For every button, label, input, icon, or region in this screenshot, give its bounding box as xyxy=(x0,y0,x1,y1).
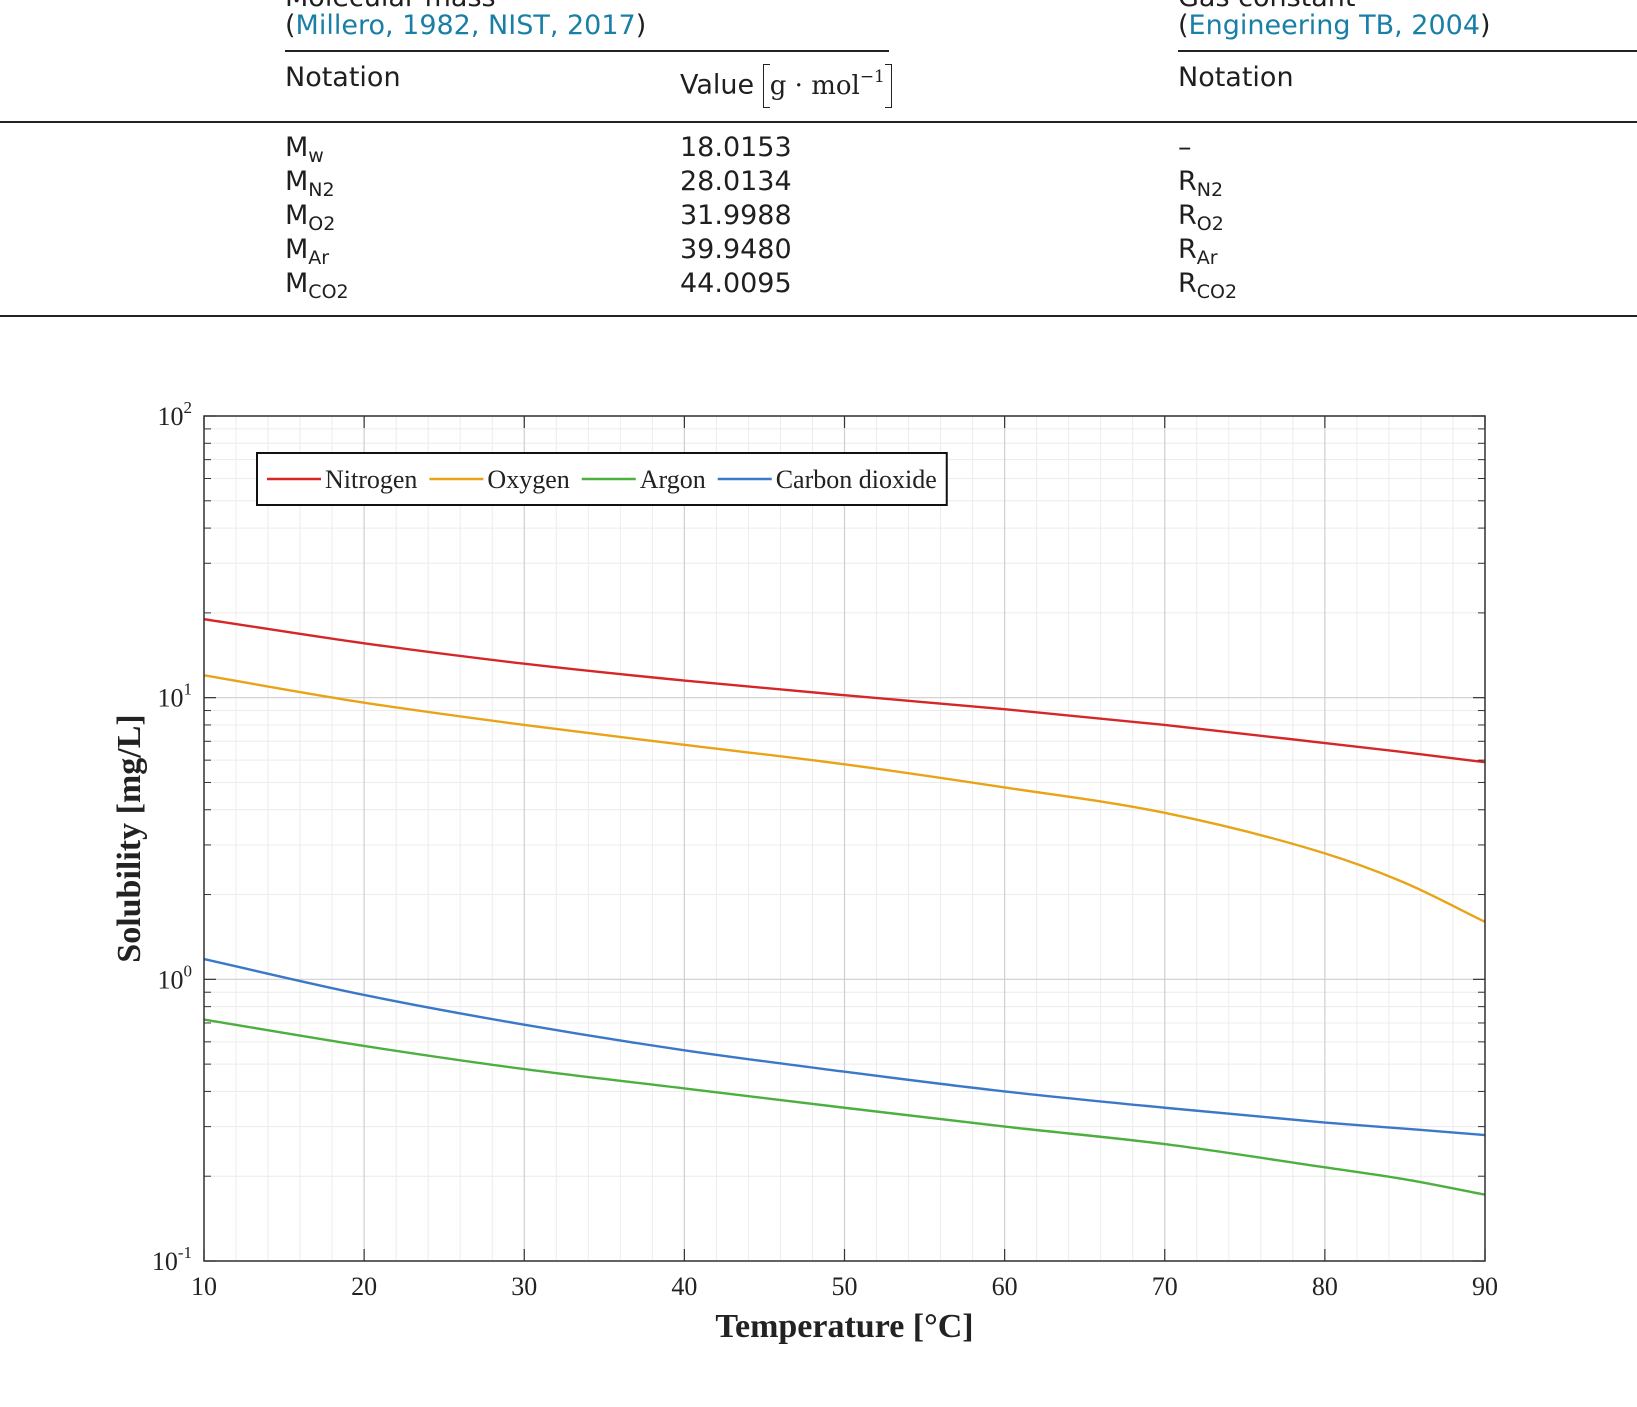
molecular-mass-value: 31.9988 xyxy=(680,200,792,231)
citation-link[interactable]: Engineering TB, 2004 xyxy=(1188,10,1481,41)
carbon-dioxide-line xyxy=(203,957,1486,1137)
x-tick-labels: 10 20 30 40 50 60 70 80 90 xyxy=(191,1272,1498,1301)
header-rule xyxy=(0,121,1637,123)
citation-link[interactable]: Millero, 1982, NIST, 2017 xyxy=(295,10,636,41)
gas-constant-notation: RO2 xyxy=(1178,200,1224,235)
gas-constant-notation: – xyxy=(1178,132,1192,163)
gas-constant-notation: RCO2 xyxy=(1178,268,1238,303)
molecular-mass-notation: MCO2 xyxy=(285,268,349,303)
gas-constant-notation: RAr xyxy=(1178,234,1218,269)
legend-label-carbon-dioxide: Carbon dioxide xyxy=(776,465,937,494)
legend-label-argon: Argon xyxy=(640,465,706,494)
molecular-mass-value: 44.0095 xyxy=(680,268,792,299)
x-axis-label: Temperature [°C] xyxy=(715,1308,973,1345)
molecular-mass-citation: (Millero, 1982, NIST, 2017) xyxy=(285,10,647,41)
molecular-mass-notation: MN2 xyxy=(285,166,335,201)
y-tick-label: 102 xyxy=(158,398,193,431)
x-tick-label: 70 xyxy=(1152,1272,1178,1301)
gas-constant-notation: RN2 xyxy=(1178,166,1224,201)
value-unit: g · mol−1 xyxy=(762,64,892,108)
y-axis-label: Solubility [mg/L] xyxy=(111,714,148,962)
legend-label-oxygen: Oxygen xyxy=(487,465,569,494)
solubility-chart: 10 20 30 40 50 60 70 80 90 10-1 100 101 102 Tempera… xyxy=(111,398,1498,1345)
header-notation-right: Notation xyxy=(1178,62,1294,93)
x-tick-label: 50 xyxy=(832,1272,858,1301)
molecular-mass-value: 39.9480 xyxy=(680,234,792,265)
x-tick-label: 30 xyxy=(511,1272,537,1301)
table-bottom-rule xyxy=(0,315,1637,317)
gas-constant-heading: Gas constant xyxy=(1178,0,1356,13)
header-value: Value g · mol−1 xyxy=(680,64,892,108)
group-rule-left xyxy=(285,50,889,52)
chart-legend: Nitrogen Oxygen Argon Carbon dioxide xyxy=(256,452,948,506)
molecular-mass-notation: Mw xyxy=(285,132,324,167)
oxygen-line xyxy=(203,674,1486,923)
series-lines xyxy=(203,617,1486,1196)
x-tick-label: 60 xyxy=(992,1272,1018,1301)
nitrogen-line xyxy=(203,617,1486,764)
group-rule-right xyxy=(1178,50,1637,52)
y-tick-label: 101 xyxy=(158,680,193,713)
gas-constant-citation: (Engineering TB, 2004) xyxy=(1178,10,1491,41)
x-tick-label: 40 xyxy=(671,1272,697,1301)
y-tick-label: 10-1 xyxy=(152,1243,192,1276)
molecular-mass-heading: Molecular mass xyxy=(285,0,496,13)
molecular-mass-notation: MAr xyxy=(285,234,330,269)
x-tick-label: 20 xyxy=(351,1272,377,1301)
molecular-mass-value: 18.0153 xyxy=(680,132,792,163)
molecular-mass-notation: MO2 xyxy=(285,200,336,235)
x-tick-label: 80 xyxy=(1312,1272,1338,1301)
y-tick-label: 100 xyxy=(158,961,193,994)
x-tick-label: 10 xyxy=(191,1272,217,1301)
legend-label-nitrogen: Nitrogen xyxy=(325,465,417,494)
x-tick-label: 90 xyxy=(1472,1272,1498,1301)
argon-line xyxy=(203,1018,1486,1196)
molecular-mass-value: 28.0134 xyxy=(680,166,792,197)
parameter-table: Molecular mass Gas constant (Millero, 19… xyxy=(0,0,1637,340)
axis-ticks xyxy=(203,415,1486,1262)
header-notation-left: Notation xyxy=(285,62,401,93)
y-tick-labels: 10-1 100 101 102 xyxy=(152,398,192,1276)
